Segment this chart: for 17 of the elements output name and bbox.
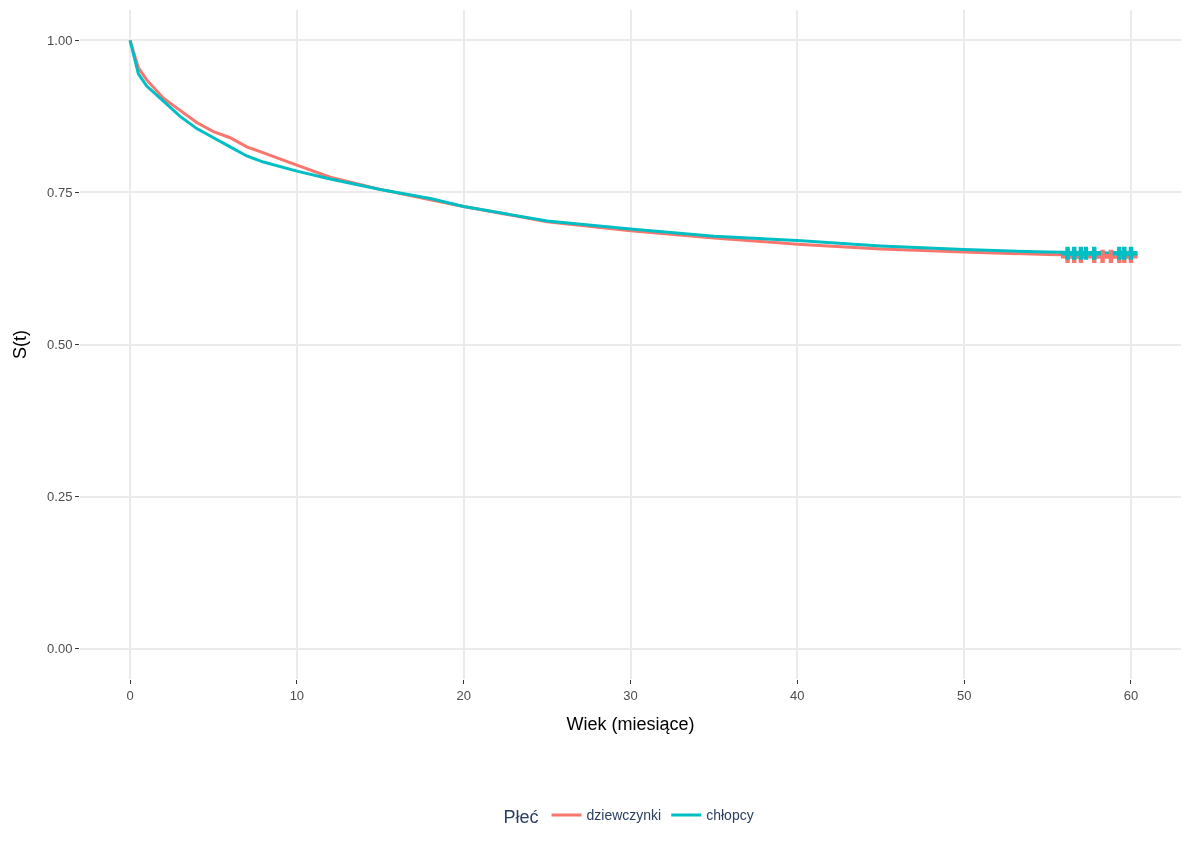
legend-label: dziewczynki <box>586 807 662 824</box>
legend-title: Płeć <box>503 806 539 827</box>
x-tick-label: 60 <box>1123 687 1139 703</box>
y-tick-label: 1.00 <box>47 32 73 48</box>
y-tick-label: 0.50 <box>47 337 73 353</box>
y-tick-label: 0.00 <box>47 641 73 657</box>
x-tick-label: 20 <box>456 687 471 703</box>
x-tick-label: 40 <box>790 687 805 703</box>
y-tick-label: 0.75 <box>47 185 73 200</box>
x-tick-label: 10 <box>289 687 305 703</box>
x-tick-label: 50 <box>956 687 972 703</box>
x-axis-title: Wiek (miesiące) <box>566 713 695 734</box>
x-tick-label: 0 <box>126 687 134 703</box>
y-tick-label: 0.25 <box>47 489 73 505</box>
x-tick-label: 30 <box>623 687 638 703</box>
y-axis-title: S(t) <box>10 330 31 359</box>
legend-label: chłopcy <box>706 807 754 824</box>
